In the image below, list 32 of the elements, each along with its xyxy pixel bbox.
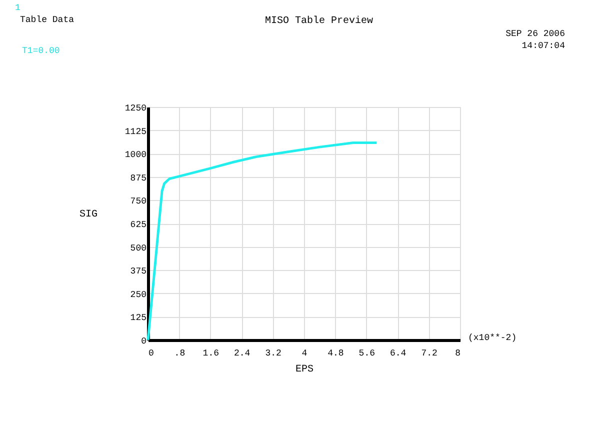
- y-tick-label: 0: [141, 336, 146, 346]
- y-tick-label: 125: [130, 313, 146, 324]
- y-tick-label: 375: [130, 266, 146, 277]
- text: T1=0.00: [22, 46, 60, 56]
- chart-title: MISO Table Preview: [264, 15, 374, 27]
- text: (x10**-2): [468, 333, 517, 343]
- x-tick-label: 3.2: [265, 348, 282, 358]
- x-tick-label: .8: [174, 348, 186, 358]
- y-tick-label: 1000: [124, 150, 146, 160]
- x-tick-label: 8: [455, 348, 460, 358]
- y-tick-label: 500: [130, 243, 146, 254]
- y-tick-label: 1125: [124, 126, 146, 137]
- y-tick-label: 750: [130, 196, 146, 207]
- line-series: [146, 142, 378, 342]
- y-tick-label: 625: [130, 220, 146, 230]
- text: SEP 26 2006: [506, 29, 565, 39]
- x-tick-label: 6.4: [390, 348, 406, 358]
- y-tick-label: 1250: [124, 104, 146, 114]
- y-tick-label: 250: [130, 290, 146, 300]
- text: 1: [15, 3, 20, 13]
- x-tick-label: 2.4: [234, 348, 250, 358]
- text: Table Data: [20, 15, 75, 25]
- x-axis-title: EPS: [295, 364, 314, 376]
- x-tick-label: 4.8: [328, 348, 344, 358]
- x-tick-label: 4: [302, 348, 308, 358]
- y-axis-title: SIG: [79, 210, 98, 220]
- x-tick-label: 5.6: [358, 348, 375, 358]
- x-tick-label: 1.6: [202, 348, 219, 358]
- y-tick-label: 875: [130, 173, 146, 184]
- text: 14:07:04: [522, 41, 565, 51]
- x-tick-label: 0: [148, 348, 154, 358]
- x-tick-label: 7.2: [421, 348, 438, 358]
